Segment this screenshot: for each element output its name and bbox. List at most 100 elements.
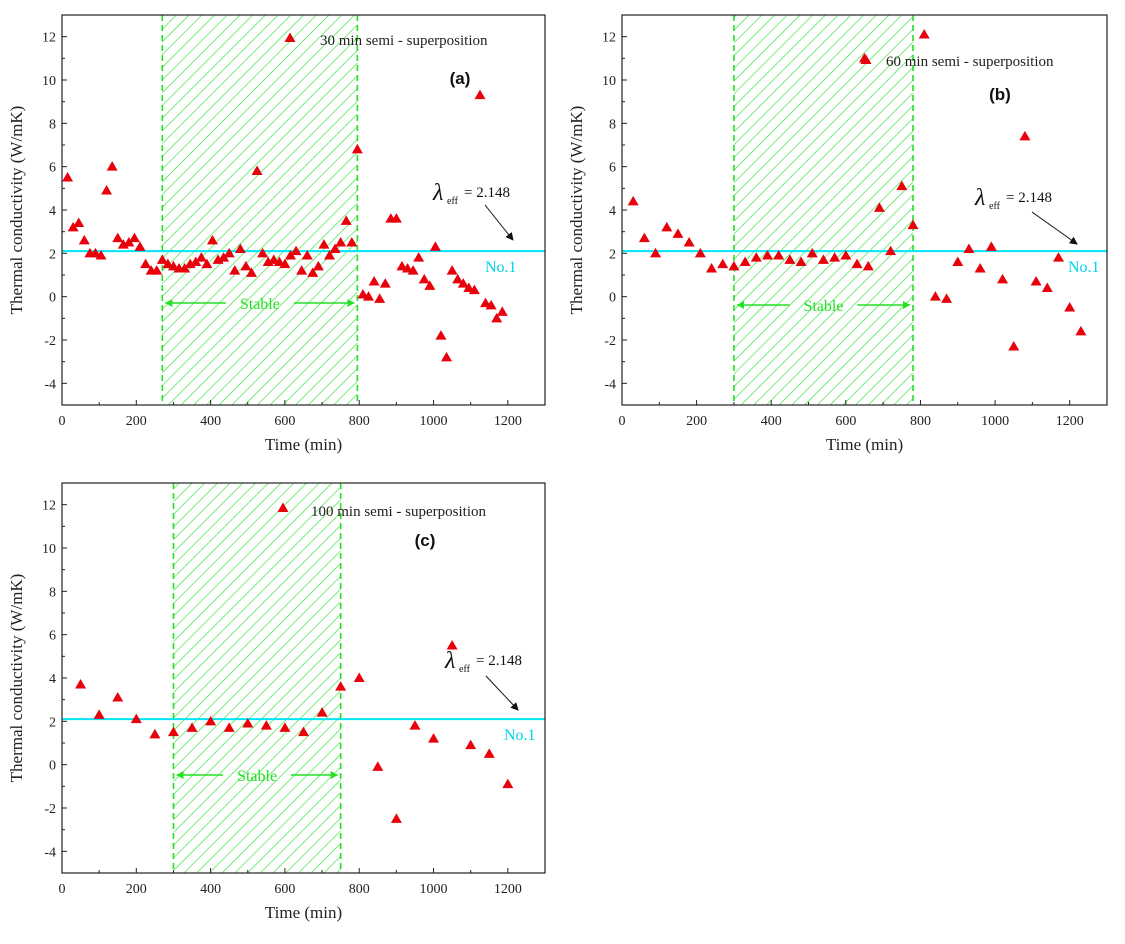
- data-point: [340, 215, 352, 225]
- data-point: [429, 241, 441, 251]
- stable-region: [733, 15, 913, 405]
- x-axis-title: Time (min): [265, 435, 342, 454]
- legend-label: 60 min semi - superposition: [886, 54, 1054, 70]
- data-point: [974, 263, 986, 273]
- data-point: [95, 250, 107, 260]
- data-point: [390, 813, 402, 823]
- stable-arrowhead-left: [736, 301, 744, 309]
- data-point: [1019, 130, 1031, 141]
- data-point: [941, 293, 953, 303]
- stable-arrowhead-right: [903, 301, 910, 309]
- data-point: [242, 718, 254, 728]
- data-point: [762, 250, 773, 260]
- data-point: [257, 247, 269, 258]
- lambda-subscript: eff: [447, 196, 459, 207]
- data-point: [290, 245, 302, 256]
- data-point: [907, 219, 919, 230]
- data-point: [134, 241, 146, 251]
- y-tick-label: -4: [44, 845, 56, 860]
- data-point: [156, 254, 168, 264]
- data-point: [234, 243, 246, 253]
- x-tick-label: 200: [126, 414, 147, 429]
- x-tick-label: 1000: [981, 414, 1009, 429]
- data-point: [123, 237, 135, 247]
- data-point: [106, 161, 118, 171]
- x-tick-label: 1000: [420, 882, 448, 897]
- data-point: [672, 228, 684, 238]
- y-tick-label: -4: [44, 377, 56, 392]
- data-point: [952, 256, 964, 266]
- data-point: [279, 722, 291, 732]
- data-point: [418, 273, 430, 284]
- data-point: [67, 221, 79, 232]
- data-point: [468, 284, 480, 295]
- data-point: [195, 252, 207, 262]
- data-point: [245, 267, 257, 277]
- y-tick-label: 8: [49, 585, 56, 600]
- x-axis-title: Time (min): [265, 903, 342, 922]
- y-tick-label: 0: [49, 759, 56, 774]
- data-point: [795, 256, 807, 266]
- data-point: [840, 250, 852, 260]
- data-point: [441, 351, 453, 362]
- data-point: [368, 276, 380, 286]
- x-tick-label: 400: [200, 414, 221, 429]
- data-point: [452, 273, 464, 284]
- data-point: [78, 234, 90, 245]
- data-point: [149, 728, 161, 739]
- lambda-arrow: [485, 675, 519, 711]
- y-tick-label: 12: [602, 31, 616, 46]
- data-point: [683, 237, 695, 247]
- data-point: [390, 213, 402, 223]
- data-point: [240, 260, 252, 271]
- x-tick-label: 1200: [1056, 414, 1084, 429]
- x-tick-label: 800: [910, 414, 931, 429]
- data-point: [1008, 341, 1020, 351]
- y-tick-label: 10: [602, 74, 616, 89]
- data-point: [694, 247, 706, 258]
- data-point: [151, 265, 163, 275]
- reference-line-label: No.1: [485, 259, 517, 276]
- data-point: [205, 715, 217, 726]
- data-point: [485, 299, 497, 310]
- data-point: [329, 243, 341, 253]
- data-point: [312, 260, 324, 271]
- y-tick-label: 0: [49, 291, 56, 306]
- legend-label: 100 min semi - superposition: [311, 504, 486, 520]
- data-point: [862, 260, 874, 271]
- y-tick-label: 6: [609, 161, 616, 176]
- data-point: [223, 247, 235, 258]
- x-tick-label: 1200: [494, 882, 522, 897]
- y-tick-label: 4: [609, 204, 616, 219]
- data-point: [363, 291, 375, 301]
- y-tick-label: 6: [49, 161, 56, 176]
- data-point: [101, 185, 113, 195]
- data-point: [409, 720, 421, 730]
- panel-c: Stable No.1 λ eff = 2.148 0 200 400 600 800 1000 12…: [7, 482, 546, 922]
- data-point: [260, 720, 272, 730]
- data-point: [428, 733, 440, 743]
- legend-marker: [860, 54, 872, 64]
- lambda-value: = 2.148: [1006, 190, 1052, 206]
- data-point: [829, 252, 841, 262]
- y-tick-label: 4: [49, 672, 56, 687]
- stable-label: Stable: [237, 768, 277, 785]
- data-point: [140, 258, 152, 269]
- data-point: [75, 679, 87, 689]
- y-tick-label: 4: [49, 204, 56, 219]
- data-point: [206, 234, 218, 245]
- data-point: [496, 306, 508, 316]
- x-tick-label: 200: [126, 882, 147, 897]
- data-point: [251, 165, 263, 175]
- data-point: [465, 739, 477, 750]
- data-point: [728, 260, 740, 271]
- data-point: [817, 254, 829, 264]
- stable-region: [162, 15, 358, 405]
- reference-line-label: No.1: [1068, 259, 1100, 276]
- x-tick-label: 0: [59, 882, 66, 897]
- y-axis-title: Thermal conductivity (W/mK): [7, 106, 26, 315]
- data-point: [379, 278, 391, 288]
- reference-line-label: No.1: [504, 727, 536, 744]
- y-tick-label: 2: [49, 715, 56, 730]
- lambda-value: = 2.148: [476, 653, 522, 669]
